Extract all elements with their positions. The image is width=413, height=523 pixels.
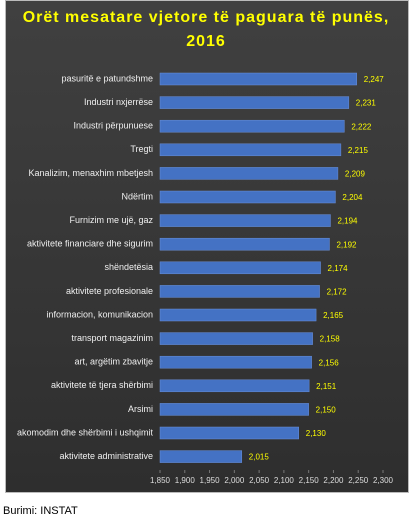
x-tick-label: 2,000 bbox=[224, 476, 245, 485]
bar bbox=[159, 96, 350, 109]
bar bbox=[159, 119, 345, 133]
value-label: 2,015 bbox=[249, 453, 270, 462]
y-tick-label: shëndetësia bbox=[104, 262, 153, 272]
value-label: 2,151 bbox=[316, 382, 337, 391]
bar bbox=[159, 308, 317, 322]
x-tick-label: 1,900 bbox=[175, 476, 196, 485]
y-tick-label: Tregti bbox=[130, 144, 153, 154]
x-tick-label: 2,150 bbox=[299, 476, 320, 485]
x-tick-label: 2,300 bbox=[373, 476, 394, 485]
y-tick-label: akomodim dhe shërbimi i ushqimit bbox=[17, 427, 154, 437]
chart: 1,850 1,900 1,950 2,000 2,050 2,100 2,150 2,200… bbox=[17, 72, 394, 485]
y-tick-label: art, argëtim zbavitje bbox=[74, 357, 153, 367]
bar bbox=[159, 143, 342, 157]
value-label: 2,174 bbox=[328, 264, 349, 273]
bar bbox=[159, 355, 312, 369]
y-tick-label: informacion, komunikacion bbox=[46, 309, 153, 319]
value-label: 2,194 bbox=[337, 217, 358, 226]
bar bbox=[159, 403, 309, 416]
x-tick-label: 1,850 bbox=[150, 476, 171, 485]
bar bbox=[159, 261, 321, 275]
y-tick-label: aktivitete administrative bbox=[59, 451, 153, 461]
x-tick-label: 2,250 bbox=[348, 476, 369, 485]
y-tick-label: Industri nxjerrëse bbox=[84, 97, 153, 107]
y-tick-label: aktivitete financiare dhe sigurim bbox=[27, 239, 153, 249]
bar bbox=[159, 450, 243, 463]
bar bbox=[159, 214, 331, 227]
value-label: 2,158 bbox=[320, 335, 341, 344]
y-tick-label: Ndërtim bbox=[121, 191, 153, 201]
value-label: 2,192 bbox=[336, 240, 357, 249]
bar bbox=[159, 285, 320, 298]
y-tick-label: Industri përpunuese bbox=[73, 121, 153, 131]
value-label: 2,165 bbox=[323, 311, 344, 320]
x-tick-label: 2,050 bbox=[249, 476, 270, 485]
value-label: 2,215 bbox=[348, 146, 369, 155]
bar bbox=[159, 167, 339, 180]
bar bbox=[159, 190, 336, 204]
y-tick-label: aktivitete të tjera shërbimi bbox=[51, 380, 153, 390]
chart-title: Orët mesatare vjetore të paguara të punë… bbox=[22, 9, 390, 50]
x-tick-label: 1,950 bbox=[200, 476, 221, 485]
bar bbox=[159, 72, 357, 86]
y-tick-label: Kanalizim, menaxhim mbetjesh bbox=[28, 168, 153, 178]
y-tick-label: Furnizim me ujë, gaz bbox=[69, 215, 153, 225]
value-label: 2,156 bbox=[319, 358, 340, 367]
value-label: 2,209 bbox=[345, 170, 366, 179]
value-label: 2,172 bbox=[327, 288, 348, 297]
y-tick-label: Arsimi bbox=[128, 404, 153, 414]
x-tick-label: 2,100 bbox=[274, 476, 295, 485]
value-label: 2,222 bbox=[351, 122, 372, 131]
value-label: 2,204 bbox=[342, 193, 363, 202]
source-note: Burimi: INSTAT bbox=[3, 505, 78, 517]
x-tick-label: 2,200 bbox=[323, 476, 344, 485]
y-tick-label: aktivitete profesionale bbox=[66, 286, 153, 296]
value-label: 2,130 bbox=[306, 429, 327, 438]
bar bbox=[159, 237, 330, 251]
y-tick-label: transport magazinim bbox=[71, 333, 153, 343]
bar bbox=[159, 379, 310, 393]
y-tick-label: pasuritë e patundshme bbox=[61, 73, 153, 83]
bar bbox=[159, 426, 300, 440]
value-label: 2,150 bbox=[316, 406, 337, 415]
bar bbox=[159, 332, 313, 345]
value-label: 2,247 bbox=[364, 75, 385, 84]
value-label: 2,231 bbox=[356, 99, 377, 108]
